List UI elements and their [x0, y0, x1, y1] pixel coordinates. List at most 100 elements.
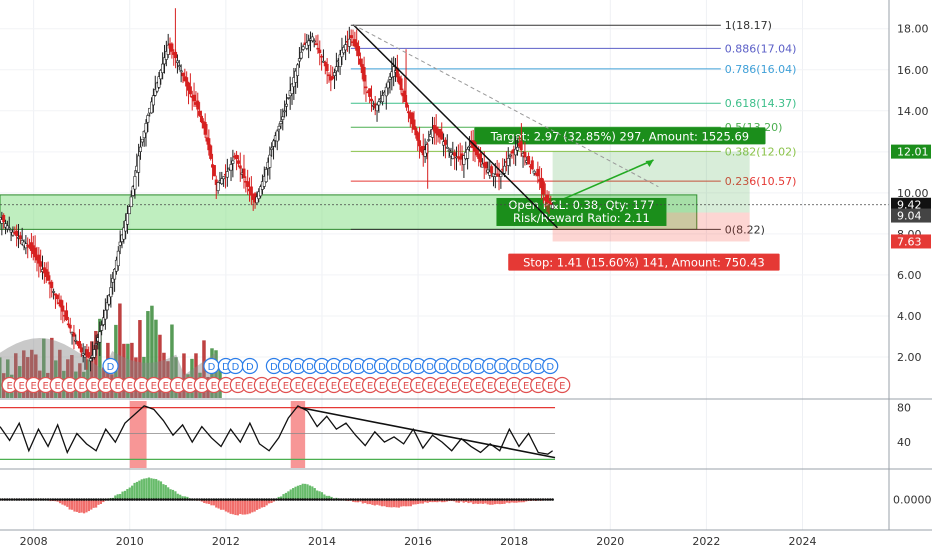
year-tick: 2020	[596, 535, 624, 548]
candle-body	[369, 98, 373, 102]
macd-zero-dot	[320, 498, 324, 501]
macd-histogram-bar	[409, 499, 412, 507]
macd-histogram-bar	[501, 499, 504, 504]
earnings-letter: E	[511, 381, 517, 392]
candle-body	[545, 194, 549, 203]
macd-zero-dot	[114, 498, 117, 501]
macd-zero-dot	[210, 498, 213, 501]
fib-label: 0.618(14.37)	[725, 97, 797, 110]
macd-histogram-bar	[294, 486, 297, 500]
macd-histogram-bar	[325, 495, 328, 500]
earnings-letter: E	[67, 381, 73, 392]
dividend-letter: D	[270, 362, 278, 373]
macd-zero-dot	[289, 498, 293, 501]
macd-zero-dot	[380, 498, 384, 501]
macd-histogram-bar	[522, 499, 525, 503]
dividend-letter: D	[450, 362, 458, 373]
macd-zero-dot	[337, 498, 341, 501]
macd-zero-dot	[8, 498, 11, 501]
candle-body	[268, 154, 272, 168]
dividend-letter: D	[366, 362, 374, 373]
fib-label: 0(8.22)	[725, 223, 765, 236]
event-markers: D D D D D D D D D D D D D D D D D D D D D D D D D D D D DE E E E E E E E E E E…	[1, 357, 571, 394]
macd-zero-dot	[272, 498, 276, 501]
macd-histogram-bar	[243, 499, 247, 515]
macd-histogram-bar	[299, 484, 302, 500]
macd-zero-dot	[39, 498, 43, 501]
macd-zero-dot	[383, 498, 386, 501]
candle-body	[37, 254, 41, 264]
candle-body	[103, 309, 107, 320]
candle-body	[102, 317, 106, 325]
macd-zero-dot	[126, 498, 129, 501]
macd-zero-dot	[164, 498, 168, 501]
candle-body	[284, 103, 288, 107]
macd-zero-dot	[508, 498, 511, 501]
macd-histogram-bar	[140, 479, 143, 500]
macd-zero-dot	[500, 498, 504, 501]
candle-body	[212, 165, 216, 177]
macd-zero-dot	[104, 498, 108, 501]
macd-histogram-bar	[400, 499, 403, 507]
macd-histogram-bar	[520, 499, 523, 503]
candle-body	[547, 200, 551, 204]
macd-histogram-bar	[181, 496, 184, 500]
macd-zero-dot	[97, 498, 100, 501]
candle-body	[216, 182, 220, 191]
macd-zero-dot	[407, 498, 410, 501]
price-badge	[891, 144, 931, 159]
macd-zero-dot	[426, 498, 429, 501]
volume-bar	[126, 343, 130, 398]
volume-bar	[122, 343, 126, 398]
macd-histogram-bar	[159, 481, 163, 500]
candle-body	[530, 160, 534, 170]
macd-zero-dot	[455, 498, 458, 501]
macd-zero-dot	[546, 498, 550, 501]
macd-histogram-bar	[356, 499, 360, 503]
macd-histogram-bar	[183, 496, 187, 500]
earnings-letter: E	[367, 381, 373, 392]
candle-body	[153, 89, 157, 96]
candle-body	[506, 157, 510, 166]
macd-histogram-bar	[462, 499, 465, 503]
candle-body	[358, 58, 362, 65]
candle-body	[179, 70, 183, 73]
price-badge-label: 12.01	[897, 146, 929, 159]
candle-body	[508, 154, 512, 157]
earnings-letter: E	[79, 381, 85, 392]
macd-zero-dot	[265, 498, 269, 501]
macd-zero-dot	[82, 498, 86, 501]
candle-body	[249, 186, 253, 196]
macd-histogram-bar	[80, 499, 83, 513]
macd-histogram-bar	[205, 499, 208, 504]
earnings-letter: E	[379, 381, 385, 392]
candle-body	[283, 110, 287, 113]
candle-body	[242, 168, 246, 178]
candle-body	[331, 76, 335, 79]
overbought-zone	[129, 401, 147, 468]
macd-histogram-bar	[431, 499, 434, 503]
macd-zero-dot	[49, 498, 52, 501]
candle-body	[122, 227, 126, 240]
macd-histogram-bar	[75, 499, 78, 512]
macd-histogram-bar	[477, 499, 480, 504]
macd-zero-dot	[121, 498, 124, 501]
macd-zero-dot	[106, 498, 110, 501]
macd-histogram-bar	[265, 499, 268, 506]
macd-histogram-bar	[116, 494, 119, 500]
macd-histogram-bar	[366, 499, 369, 505]
earnings-letter: E	[175, 381, 181, 392]
macd-histogram-bar	[123, 490, 127, 500]
macd-zero-dot	[92, 498, 96, 501]
volume-bar	[98, 318, 102, 398]
macd-zero-dot	[524, 498, 528, 501]
macd-histogram-bar	[61, 499, 64, 505]
earnings-letter: E	[439, 381, 445, 392]
earnings-letter: E	[127, 381, 133, 392]
macd-histogram-bar	[203, 499, 206, 503]
macd-zero-dot	[476, 498, 480, 501]
volume-bar	[138, 320, 142, 398]
macd-zero-dot	[371, 498, 374, 501]
candle-body	[185, 77, 189, 87]
